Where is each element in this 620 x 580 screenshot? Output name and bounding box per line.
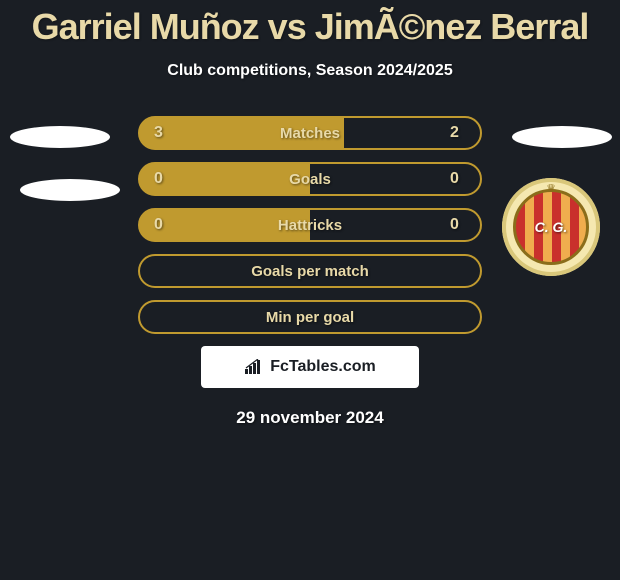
stat-label: Goals per match	[251, 263, 369, 280]
stat-row-min-per-goal: Min per goal	[138, 300, 482, 334]
stat-right-value: 2	[450, 124, 466, 142]
attribution-badge: FcTables.com	[201, 346, 419, 388]
stat-left-value: 0	[154, 216, 170, 234]
player-left-avatar-placeholder	[10, 126, 110, 148]
player-right-avatar-placeholder	[512, 126, 612, 148]
stat-label: Goals	[289, 171, 331, 188]
stat-row-goals-per-match: Goals per match	[138, 254, 482, 288]
chart-icon	[244, 359, 264, 375]
player-left-club-placeholder	[20, 179, 120, 201]
stat-row-hattricks: 0 Hattricks 0	[138, 208, 482, 242]
stat-label: Matches	[280, 125, 340, 142]
stat-row-matches: 3 Matches 2	[138, 116, 482, 150]
subtitle: Club competitions, Season 2024/2025	[0, 62, 620, 80]
club-badge-inner: ♛ C. G.	[513, 189, 589, 265]
stat-right-value: 0	[450, 216, 466, 234]
stat-label: Min per goal	[266, 309, 354, 326]
stats-container: 3 Matches 2 0 Goals 0 0 Hattricks 0 Goal…	[138, 116, 482, 334]
club-badge-right: ♛ C. G.	[502, 178, 600, 276]
attribution-text: FcTables.com	[270, 358, 376, 376]
crown-icon: ♛	[546, 182, 556, 195]
stat-label: Hattricks	[278, 217, 342, 234]
stat-left-value: 3	[154, 124, 170, 142]
stat-left-value: 0	[154, 170, 170, 188]
date-text: 29 november 2024	[0, 408, 620, 428]
stat-right-value: 0	[450, 170, 466, 188]
stat-row-goals: 0 Goals 0	[138, 162, 482, 196]
club-badge-text: C. G.	[535, 219, 568, 235]
page-title: Garriel Muñoz vs JimÃ©nez Berral	[0, 0, 620, 48]
